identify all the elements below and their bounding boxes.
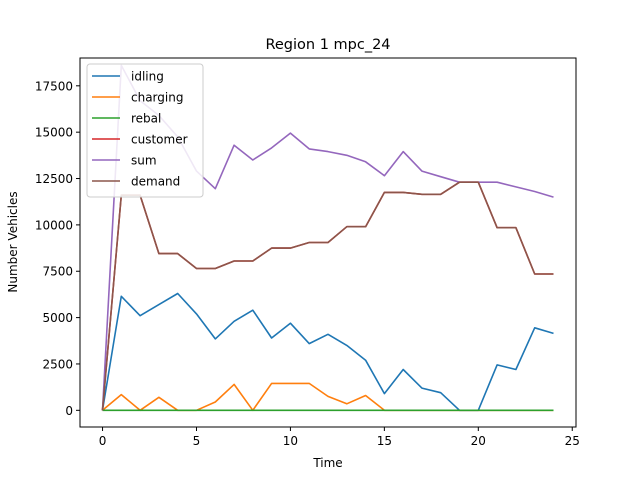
legend-label-charging: charging bbox=[131, 91, 183, 105]
x-tick-label: 15 bbox=[377, 434, 392, 448]
chart-title: Region 1 mpc_24 bbox=[265, 37, 390, 53]
legend-label-sum: sum bbox=[131, 154, 157, 168]
series-line-idling bbox=[101, 292, 554, 412]
series-line-customer bbox=[101, 181, 554, 411]
legend-label-demand: demand bbox=[131, 175, 180, 189]
x-axis-label: Time bbox=[312, 456, 342, 470]
legend-label-rebal: rebal bbox=[131, 112, 161, 126]
legend-label-customer: customer bbox=[131, 133, 188, 147]
y-tick-label: 10000 bbox=[35, 218, 73, 232]
y-tick-label: 12500 bbox=[35, 172, 73, 186]
series-line-charging bbox=[101, 382, 554, 412]
y-axis-label: Number Vehicles bbox=[6, 191, 20, 292]
x-tick-label: 25 bbox=[565, 434, 580, 448]
x-tick-label: 10 bbox=[283, 434, 298, 448]
legend: idling charging rebal customer sum demand bbox=[86, 63, 204, 198]
y-tick-label: 5000 bbox=[42, 311, 73, 325]
series-line-demand bbox=[101, 181, 554, 411]
x-tick-label: 5 bbox=[193, 434, 201, 448]
x-tick-label: 20 bbox=[471, 434, 486, 448]
y-tick-label: 17500 bbox=[35, 79, 73, 93]
legend-label-idling: idling bbox=[131, 70, 164, 84]
y-tick-label: 7500 bbox=[42, 265, 73, 279]
y-tick-label: 0 bbox=[65, 404, 73, 418]
y-tick-label: 15000 bbox=[35, 126, 73, 140]
plot-frame bbox=[79, 57, 577, 428]
x-tick-label: 0 bbox=[99, 434, 107, 448]
y-tick-label: 2500 bbox=[42, 357, 73, 371]
axis-ticks: 0 5 10 15 20 25 0 2500 5000 7500 10000 12500 15000 17… bbox=[35, 79, 580, 448]
